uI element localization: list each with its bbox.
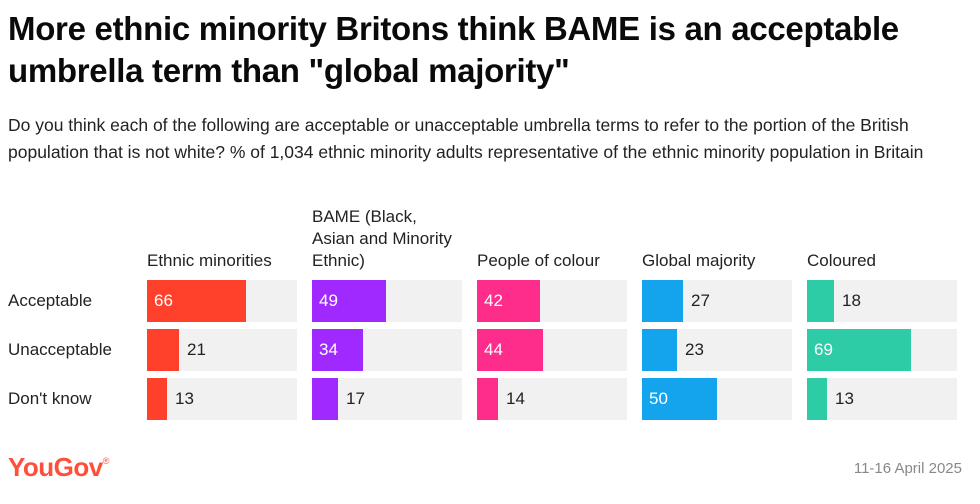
bar-ethnic-minorities-acceptable [147,280,246,322]
chart-title: More ethnic minority Britons think BAME … [8,10,899,89]
data-label: 42 [484,291,503,310]
bar-global-majority-don-t-know [642,378,717,420]
data-label: 17 [346,389,365,408]
column-header-people-of-colour: People of colour [477,212,645,272]
bar-track: 21 [147,329,297,371]
bar-bame-black-asian-and-minority-ethnic-don-t-know [312,378,338,420]
yougov-logo: YouGov® [8,452,109,483]
bar-ethnic-minorities-don-t-know [147,378,167,420]
row-label-unacceptable: Unacceptable [8,340,112,359]
row-label-don-t-know: Don't know [8,389,92,408]
data-label: 18 [842,291,861,310]
data-label: 27 [691,291,710,310]
bar-track: 34 [312,329,462,371]
data-label: 49 [319,291,338,310]
bar-people-of-colour-acceptable [477,280,540,322]
bar-global-majority-acceptable [642,280,683,322]
column-header-global-majority: Global majority [642,212,792,272]
bar-track: 27 [642,280,792,322]
data-label: 34 [319,340,338,359]
bar-people-of-colour-unacceptable [477,329,543,371]
column-header-coloured: Coloured [807,212,957,272]
bar-track: 69 [807,329,957,371]
bar-track: 17 [312,378,462,420]
bar-track: 50 [642,378,792,420]
row-label-acceptable: Acceptable [8,291,93,310]
data-label: 23 [685,340,704,359]
column-header-text: Coloured [807,251,876,270]
chart-subtitle: Do you think each of the following are a… [8,115,924,162]
bar-people-of-colour-don-t-know [477,378,498,420]
data-label: 44 [484,340,503,359]
brand-name: YouGov [8,452,103,482]
bar-track: 42 [477,280,627,322]
data-label: 50 [649,389,668,408]
bar-track: 13 [147,378,297,420]
column-header-text: Global majority [642,251,756,270]
data-label: 21 [187,340,206,359]
bar-coloured-don-t-know [807,378,827,420]
bar-track: 44 [477,329,627,371]
column-header-ethnic-minorities: Ethnic minorities [147,212,297,272]
bar-track: 23 [642,329,792,371]
data-label: 69 [814,340,833,359]
bar-track: 14 [477,378,627,420]
column-header-text: People of colour [477,251,600,270]
fieldwork-date: 11-16 April 2025 [853,460,962,477]
data-label: 66 [154,291,173,310]
bar-global-majority-unacceptable [642,329,677,371]
bar-ethnic-minorities-unacceptable [147,329,179,371]
bar-bame-black-asian-and-minority-ethnic-unacceptable [312,329,363,371]
data-label: 13 [175,389,194,408]
data-label: 14 [506,389,525,408]
bar-track: 66 [147,280,297,322]
bar-coloured-unacceptable [807,329,911,371]
bar-track: 13 [807,378,957,420]
bar-track: 49 [312,280,462,322]
column-header-text: Ethnic minorities [147,251,272,270]
bar-track: 18 [807,280,957,322]
column-header-bame-black-asian-and-minority-ethnic: BAME (Black, Asian and Minority Ethnic) [312,207,462,272]
bar-bame-black-asian-and-minority-ethnic-acceptable [312,280,386,322]
column-header-text: BAME (Black, Asian and Minority Ethnic) [312,207,452,270]
bar-coloured-acceptable [807,280,834,322]
brand-mark: ® [102,456,110,466]
data-label: 13 [835,389,854,408]
